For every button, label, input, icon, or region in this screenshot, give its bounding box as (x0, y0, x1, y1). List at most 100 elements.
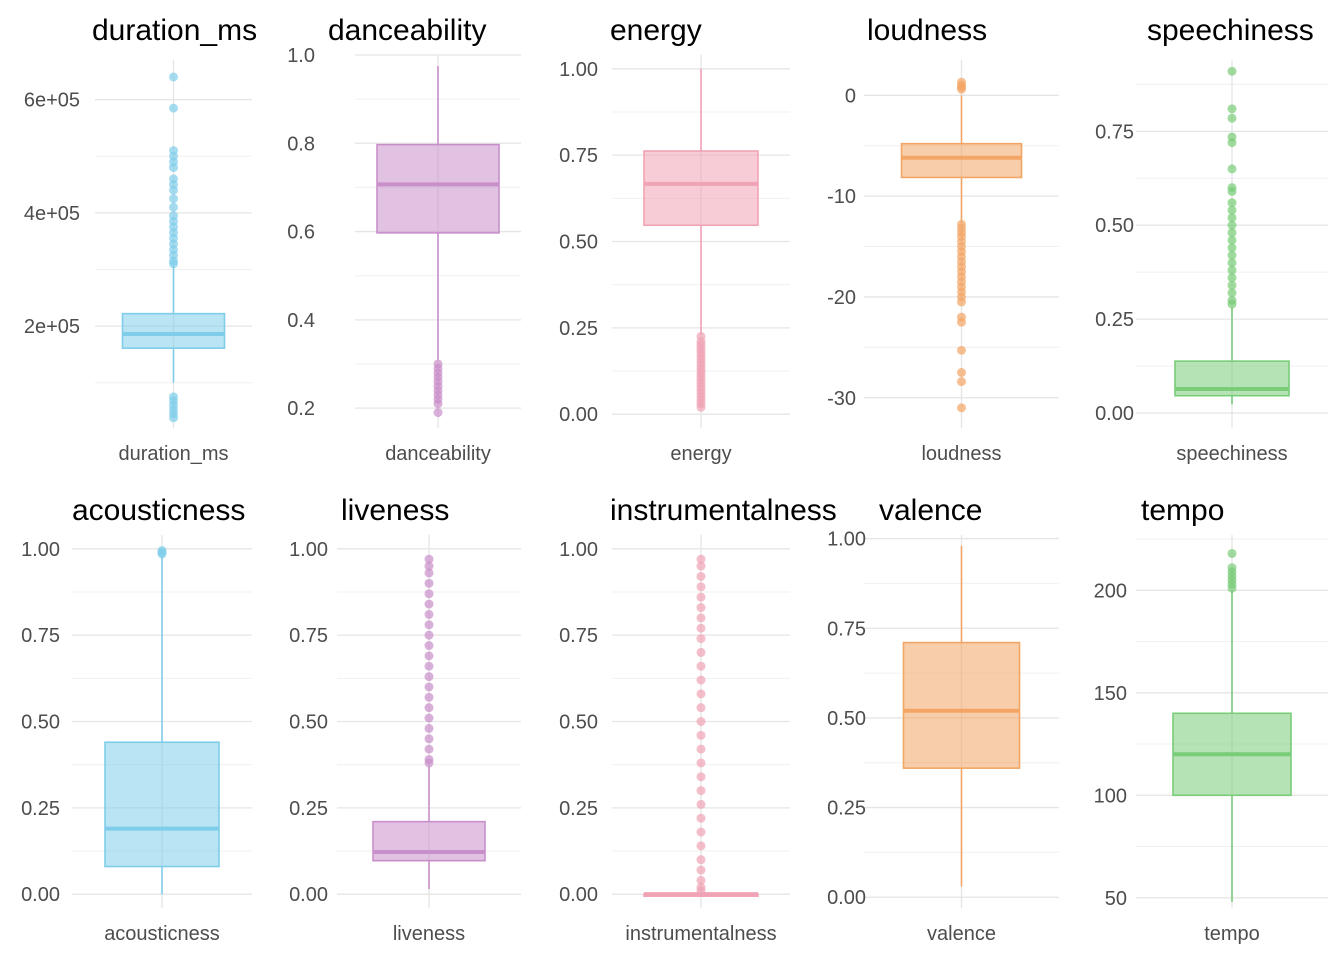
outlier-point (424, 661, 434, 671)
outlier-point (696, 402, 706, 412)
panel-duration-ms: 2e+05 4e+05 6e+05 duration_ms duration_ms (24, 14, 257, 465)
panel-title: acousticness (72, 494, 245, 527)
y-tick-label: 0.75 (559, 145, 598, 167)
outlier-point (169, 202, 178, 212)
panel-liveness: 0.00 0.25 0.50 0.75 1.00 liveness liveness (289, 494, 521, 945)
outlier-point (696, 886, 706, 896)
outlier-point (424, 568, 434, 578)
outlier-point (696, 623, 706, 633)
outlier-point (696, 613, 706, 623)
outlier-point (696, 647, 706, 657)
y-tick-label: 1.00 (21, 539, 60, 561)
box (902, 641, 1021, 769)
outlier-point (957, 84, 966, 94)
outlier-point (424, 692, 434, 702)
outlier-point (1227, 258, 1237, 268)
outlier-point (1227, 138, 1237, 148)
panel-title: tempo (1141, 494, 1224, 527)
outlier-point (424, 630, 434, 640)
y-tick-label: 0.75 (559, 625, 598, 647)
y-tick-label: 0.25 (559, 318, 598, 340)
outlier-point (433, 399, 443, 409)
outlier-point (169, 185, 178, 195)
outlier-point (1227, 213, 1237, 223)
outlier-point (1227, 280, 1237, 290)
x-category-label: energy (670, 443, 731, 465)
outlier-point (1227, 250, 1237, 260)
y-tick-label: 0.00 (827, 887, 866, 909)
x-category-label: duration_ms (118, 443, 228, 465)
outlier-point (424, 651, 434, 661)
outlier-point (169, 413, 178, 423)
y-tick-label: 1.00 (559, 539, 598, 561)
outlier-point (696, 813, 706, 823)
outlier-point (1227, 583, 1237, 593)
outlier-point (424, 682, 434, 692)
y-tick-label: 2e+05 (24, 316, 80, 338)
outlier-point (696, 675, 706, 685)
outlier-point (169, 259, 178, 269)
panel-tempo: 50 100 150 200 tempo tempo (1094, 494, 1328, 945)
panel-title: liveness (341, 494, 449, 527)
outlier-point (696, 554, 706, 564)
outlier-point (1227, 113, 1237, 123)
outlier-point (957, 297, 966, 307)
y-tick-label: 4e+05 (24, 203, 80, 225)
outlier-point (696, 661, 706, 671)
panel-title: speechiness (1147, 14, 1314, 47)
outlier-point (696, 855, 706, 865)
outlier-point (696, 634, 706, 644)
box (104, 741, 220, 868)
outlier-point (696, 689, 706, 699)
outlier-point (157, 549, 167, 559)
outlier-point (957, 317, 966, 327)
x-category-label: speechiness (1176, 443, 1287, 465)
box (376, 143, 500, 234)
panel-instrumentalness: 0.00 0.25 0.50 0.75 1.00 instrumentalness inst… (559, 494, 837, 945)
outlier-point (696, 841, 706, 851)
box (900, 142, 1023, 179)
outlier-point (1227, 265, 1237, 275)
outlier-point (696, 758, 706, 768)
y-tick-label: 0.00 (559, 884, 598, 906)
outlier-point (696, 744, 706, 754)
outlier-point (1227, 273, 1237, 283)
outlier-point (1227, 228, 1237, 238)
outlier-point (1227, 198, 1237, 208)
y-tick-label: 0.50 (1095, 215, 1134, 237)
panel-title: energy (610, 14, 702, 47)
outlier-point (696, 827, 706, 837)
outlier-point (696, 772, 706, 782)
y-tick-label: 0.25 (21, 798, 60, 820)
outlier-point (1227, 299, 1237, 309)
outlier-point (1227, 66, 1237, 76)
x-category-label: instrumentalness (625, 923, 776, 945)
panel-energy: 0.00 0.25 0.50 0.75 1.00 energy energy (559, 14, 790, 465)
outlier-point (957, 345, 966, 355)
outlier-point (169, 103, 178, 113)
outlier-point (424, 609, 434, 619)
x-category-label: acousticness (104, 923, 220, 945)
y-tick-label: 0.25 (559, 798, 598, 820)
outlier-point (696, 799, 706, 809)
y-tick-label: -30 (827, 388, 856, 410)
y-tick-label: 200 (1094, 580, 1127, 602)
y-tick-label: 0.75 (827, 618, 866, 640)
y-tick-label: 0.50 (289, 712, 328, 734)
outlier-point (1227, 164, 1237, 174)
outlier-point (1227, 104, 1237, 114)
outlier-point (1227, 243, 1237, 253)
outlier-point (696, 875, 706, 885)
outlier-point (424, 578, 434, 588)
outlier-point (424, 703, 434, 713)
y-tick-label: 0.75 (289, 625, 328, 647)
outlier-point (424, 620, 434, 630)
outlier-point (696, 717, 706, 726)
outlier-point (696, 865, 706, 875)
outlier-point (1227, 186, 1237, 196)
outlier-point (696, 561, 706, 571)
outlier-point (957, 403, 966, 413)
outlier-point (696, 571, 706, 581)
x-category-label: tempo (1204, 923, 1260, 945)
x-category-label: loudness (921, 443, 1001, 465)
